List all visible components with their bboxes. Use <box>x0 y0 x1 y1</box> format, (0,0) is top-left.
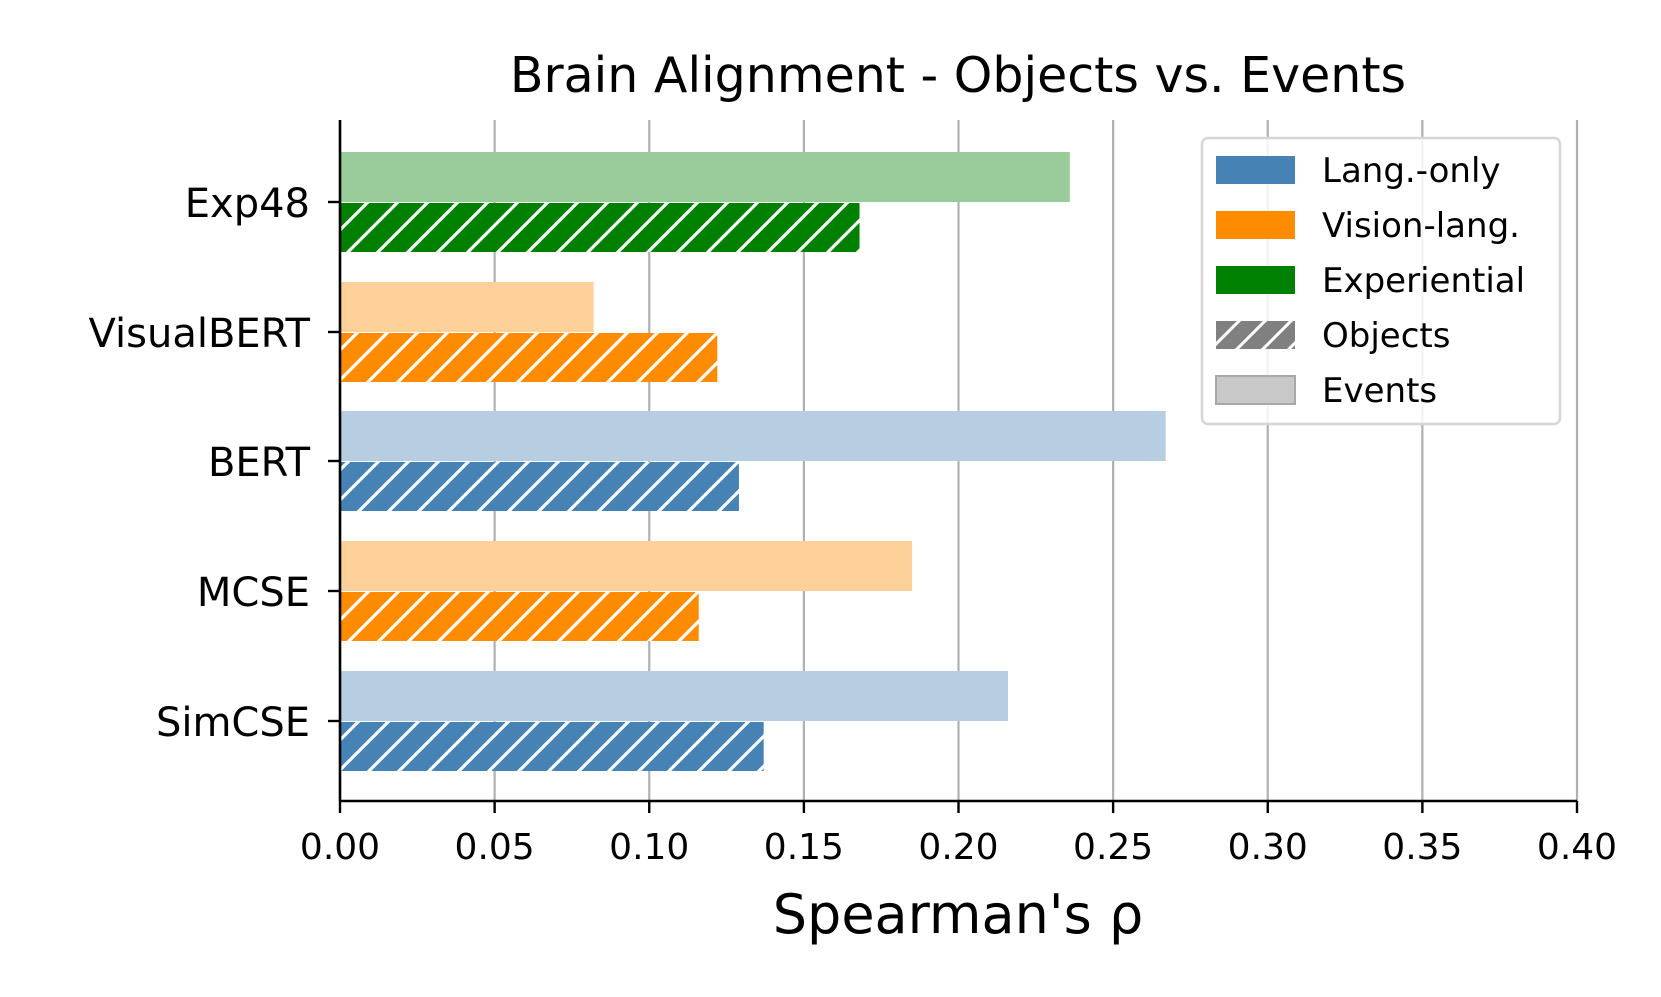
axes <box>328 120 1579 813</box>
y-tick-label: BERT <box>208 440 311 486</box>
bar-events-exp48 <box>340 152 1070 202</box>
bar-objects-exp48 <box>340 203 860 252</box>
legend-label: Events <box>1322 371 1437 411</box>
legend-swatch-lang-only <box>1216 156 1295 184</box>
legend-frame <box>1200 136 1562 426</box>
x-tick-label: 0.30 <box>1228 827 1308 868</box>
x-tick-labels: 0.00 0.05 0.10 0.15 0.20 0.25 0.30 0.35 0.40 <box>300 827 1617 868</box>
legend-label: Vision-lang. <box>1322 206 1520 246</box>
bar-objects-bert <box>340 462 739 511</box>
y-tick-labels: Exp48 VisualBERT BERT MCSE SimCSE <box>89 181 311 746</box>
x-tick-label: 0.05 <box>455 827 535 868</box>
x-tick-label: 0.15 <box>764 827 844 868</box>
bar-events-mcse <box>340 541 913 591</box>
legend-label: Experiential <box>1322 261 1525 301</box>
legend-swatch-events <box>1215 375 1296 405</box>
bar-objects-simcse <box>340 722 764 771</box>
bar-events-visualbert <box>340 282 594 332</box>
legend: Lang.-only Vision-lang. Experiential Object… <box>1200 136 1562 426</box>
legend-swatch-vision-lang <box>1216 211 1295 239</box>
x-tick-label: 0.00 <box>300 827 380 868</box>
bar-events-simcse <box>340 671 1008 721</box>
x-tick-label: 0.10 <box>609 827 689 868</box>
x-tick-label: 0.40 <box>1537 827 1617 868</box>
x-tick-label: 0.20 <box>918 827 998 868</box>
x-axis-label: Spearman's ρ <box>773 883 1143 946</box>
bar-objects-mcse <box>340 592 699 641</box>
legend-label: Lang.-only <box>1322 151 1501 191</box>
y-tick-label: SimCSE <box>156 700 310 746</box>
chart-title: Brain Alignment - Objects vs. Events <box>510 47 1406 104</box>
legend-swatch-experiential <box>1216 266 1295 294</box>
legend-swatch-objects <box>1216 321 1295 349</box>
bars <box>340 152 1166 771</box>
legend-label: Objects <box>1322 316 1450 356</box>
y-tick-label: VisualBERT <box>89 311 311 357</box>
x-tick-label: 0.25 <box>1073 827 1153 868</box>
bar-events-bert <box>340 411 1166 461</box>
y-tick-label: MCSE <box>197 570 310 616</box>
y-tick-label: Exp48 <box>185 181 310 227</box>
x-tick-label: 0.35 <box>1382 827 1462 868</box>
bar-objects-visualbert <box>340 333 718 382</box>
